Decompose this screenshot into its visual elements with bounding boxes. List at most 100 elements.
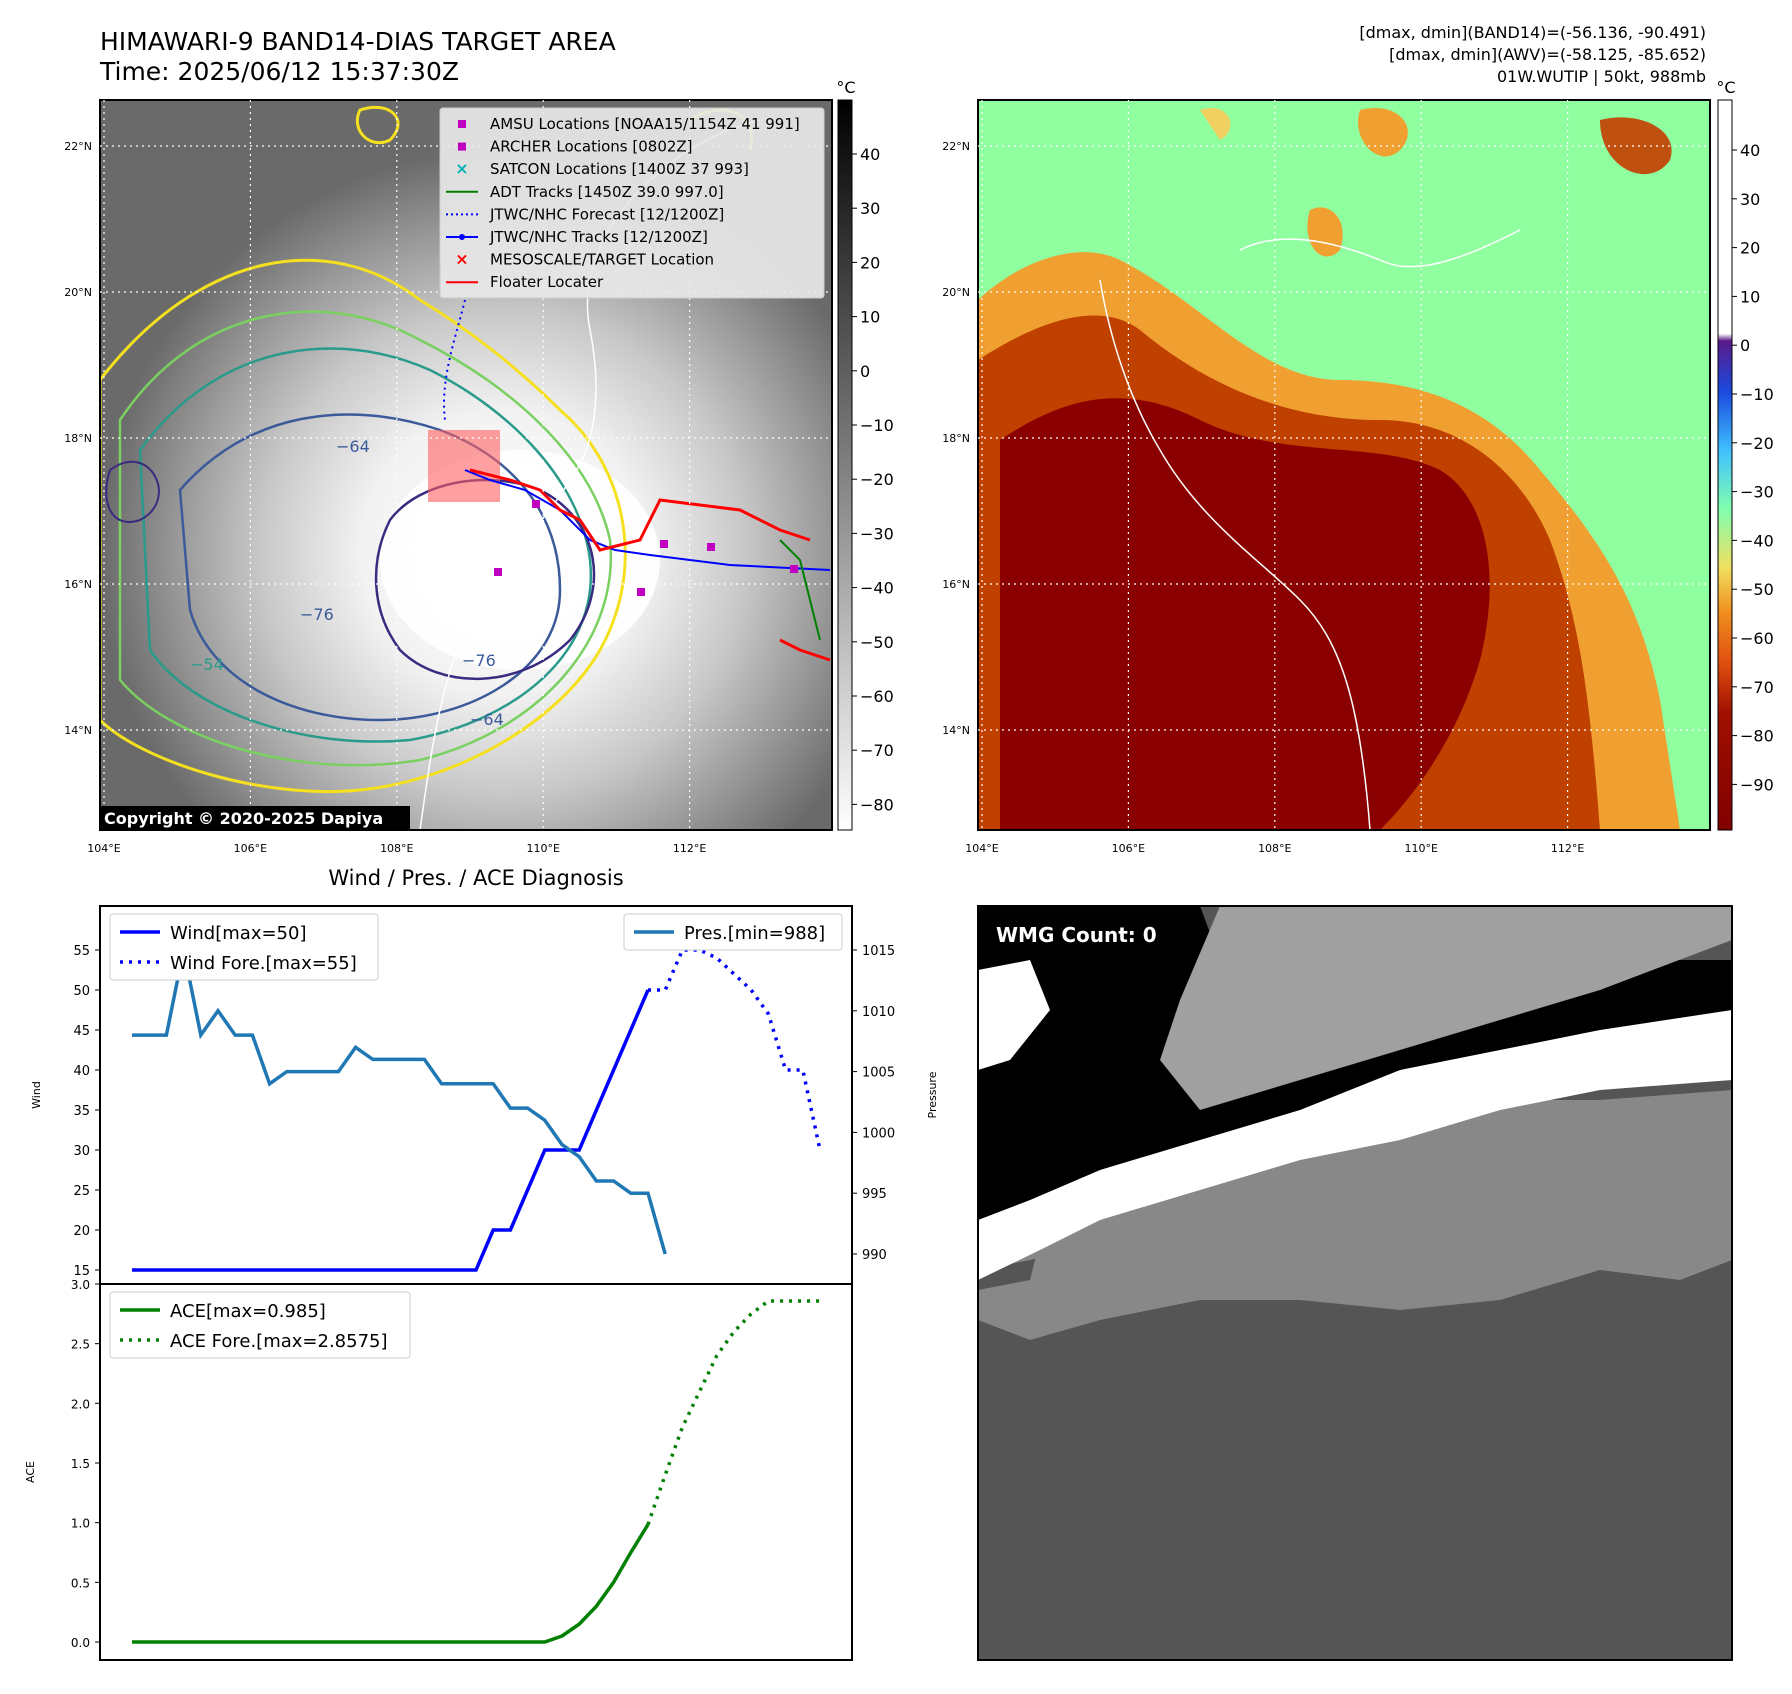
colorbar-tick-label: −80 bbox=[1740, 727, 1774, 746]
colorbar-tick-label: −20 bbox=[860, 470, 894, 489]
legend-label: Pres.[min=988] bbox=[684, 923, 825, 944]
pressure-tick-label: 1005 bbox=[862, 1066, 895, 1081]
colorbar-tick-label: −30 bbox=[1740, 483, 1774, 502]
legend-label: ACE[max=0.985] bbox=[170, 1301, 326, 1322]
left-map-panel: −64 −76 −54 −76 −64 Copyright © 2020-202… bbox=[64, 78, 894, 855]
figure-title: HIMAWARI-9 BAND14-DIAS TARGET AREA bbox=[100, 27, 616, 56]
legend-marker-x: × bbox=[455, 159, 468, 178]
colorbar-tick-label: −10 bbox=[860, 416, 894, 435]
latitude-label: 22°N bbox=[64, 140, 92, 153]
band14-range-text: [dmax, dmin](BAND14)=(-56.136, -90.491) bbox=[1359, 23, 1706, 42]
colorbar-tick-label: 10 bbox=[1740, 287, 1760, 306]
latitude-label: 16°N bbox=[942, 578, 970, 591]
longitude-label: 108°E bbox=[380, 842, 413, 855]
contour-label: −64 bbox=[336, 437, 370, 456]
ace-tick-label: 0.0 bbox=[71, 1636, 90, 1650]
awv-range-text: [dmax, dmin](AWV)=(-58.125, -85.652) bbox=[1389, 45, 1706, 64]
colorbar-tick-label: −60 bbox=[860, 687, 894, 706]
latitude-label: 14°N bbox=[64, 724, 92, 737]
ace-legend-box bbox=[109, 1291, 411, 1359]
colorbar-tick-label: 10 bbox=[860, 308, 880, 327]
colorbar-tick-label: 0 bbox=[1740, 336, 1750, 355]
latitude-label: 20°N bbox=[64, 286, 92, 299]
ace-tick-label: 3.0 bbox=[71, 1278, 90, 1292]
ace-tick-label: 1.0 bbox=[71, 1517, 90, 1531]
latitude-label: 18°N bbox=[942, 432, 970, 445]
legend-label: SATCON Locations [1400Z 37 993] bbox=[490, 160, 749, 178]
right-colorbar-unit: °C bbox=[1716, 78, 1735, 97]
latitude-label: 22°N bbox=[942, 140, 970, 153]
wind-axis-label: Wind bbox=[30, 1081, 43, 1109]
colorbar-tick-label: 30 bbox=[860, 199, 880, 218]
colorbar-tick-label: −70 bbox=[1740, 678, 1774, 697]
pressure-legend-box bbox=[623, 913, 843, 951]
pressure-tick-label: 1010 bbox=[862, 1005, 895, 1020]
longitude-label: 108°E bbox=[1258, 842, 1291, 855]
wmg-panel: WMG Count: 0 bbox=[977, 905, 1733, 1661]
latitude-label: 20°N bbox=[942, 286, 970, 299]
longitude-label: 110°E bbox=[1404, 842, 1437, 855]
pressure-tick-label: 995 bbox=[862, 1187, 887, 1202]
contour-label: −76 bbox=[462, 651, 496, 670]
wind-tick-label: 20 bbox=[73, 1224, 90, 1239]
legend-label: Wind[max=50] bbox=[170, 923, 307, 944]
pressure-tick-label: 1015 bbox=[862, 944, 895, 959]
series-line bbox=[132, 1523, 650, 1644]
longitude-label: 106°E bbox=[234, 842, 267, 855]
legend-label: ARCHER Locations [0802Z] bbox=[490, 138, 693, 156]
legend-label: ACE Fore.[max=2.8575] bbox=[170, 1331, 388, 1352]
storm-info-text: 01W.WUTIP | 50kt, 988mb bbox=[1497, 67, 1706, 86]
wind-tick-label: 15 bbox=[73, 1264, 90, 1279]
longitude-label: 110°E bbox=[526, 842, 559, 855]
colorbar-tick-label: −50 bbox=[860, 633, 894, 652]
legend-marker-square bbox=[458, 120, 466, 128]
series-line bbox=[132, 989, 650, 1272]
wind-legend-box bbox=[109, 913, 379, 981]
legend-marker-x: × bbox=[455, 250, 468, 269]
longitude-label: 106°E bbox=[1112, 842, 1145, 855]
colorbar-tick-label: 40 bbox=[860, 145, 880, 164]
colorbar-tick-label: −40 bbox=[860, 579, 894, 598]
longitude-label: 104°E bbox=[965, 842, 998, 855]
wind-tick-label: 35 bbox=[73, 1104, 90, 1119]
right-map-panel: 22°N 20°N 18°N 16°N 14°N 104°E 106°E 108°E 110°… bbox=[942, 78, 1774, 855]
legend-label: Wind Fore.[max=55] bbox=[170, 953, 357, 974]
colorbar-tick-label: 30 bbox=[1740, 190, 1760, 209]
series-line bbox=[646, 1299, 820, 1526]
pressure-tick-label: 1000 bbox=[862, 1126, 895, 1141]
wmg-count-label: WMG Count: 0 bbox=[996, 923, 1157, 947]
colorbar-tick-label: 0 bbox=[860, 362, 870, 381]
ace-axis-label: ACE bbox=[24, 1461, 37, 1483]
series-line bbox=[648, 948, 822, 1151]
colorbar-tick-label: 40 bbox=[1740, 141, 1760, 160]
legend-marker-dot bbox=[459, 234, 465, 240]
longitude-label: 104°E bbox=[87, 842, 120, 855]
colorbar-tick-label: −50 bbox=[1740, 580, 1774, 599]
wind-pressure-chart: Wind / Pres. / ACE Diagnosis Wind Pressu… bbox=[30, 866, 939, 1285]
figure-time: Time: 2025/06/12 15:37:30Z bbox=[99, 57, 459, 86]
colorbar-tick-label: −80 bbox=[860, 795, 894, 814]
copyright-text: Copyright © 2020-2025 Dapiya bbox=[104, 809, 383, 828]
colorbar-tick-label: −70 bbox=[860, 741, 894, 760]
legend-label: AMSU Locations [NOAA15/1154Z 41 991] bbox=[490, 115, 800, 133]
wind-tick-label: 40 bbox=[73, 1064, 90, 1079]
ace-tick-label: 1.5 bbox=[71, 1457, 90, 1471]
contour-label: −64 bbox=[470, 710, 504, 729]
legend-label: JTWC/NHC Forecast [12/1200Z] bbox=[489, 205, 724, 223]
colorbar-tick-label: 20 bbox=[1740, 239, 1760, 258]
ace-tick-label: 0.5 bbox=[71, 1576, 90, 1590]
pressure-axis-label: Pressure bbox=[926, 1071, 939, 1118]
wind-tick-label: 50 bbox=[73, 984, 90, 999]
latitude-label: 14°N bbox=[942, 724, 970, 737]
map-legend: AMSU Locations [NOAA15/1154Z 41 991] ARCH… bbox=[439, 107, 825, 299]
colorbar-tick-label: 20 bbox=[860, 253, 880, 272]
legend-label: JTWC/NHC Tracks [12/1200Z] bbox=[489, 228, 708, 246]
ace-chart: ACE 0.0 0.5 1.0 1.5 2.0 2.5 3.0 ACE[max=0.985]… bbox=[24, 1278, 853, 1661]
legend-label: ADT Tracks [1450Z 39.0 997.0] bbox=[490, 183, 724, 201]
longitude-label: 112°E bbox=[1551, 842, 1584, 855]
ace-tick-label: 2.5 bbox=[71, 1338, 90, 1352]
wind-tick-label: 55 bbox=[73, 944, 90, 959]
contour-label: −54 bbox=[190, 655, 224, 674]
contour-label: −76 bbox=[300, 605, 334, 624]
